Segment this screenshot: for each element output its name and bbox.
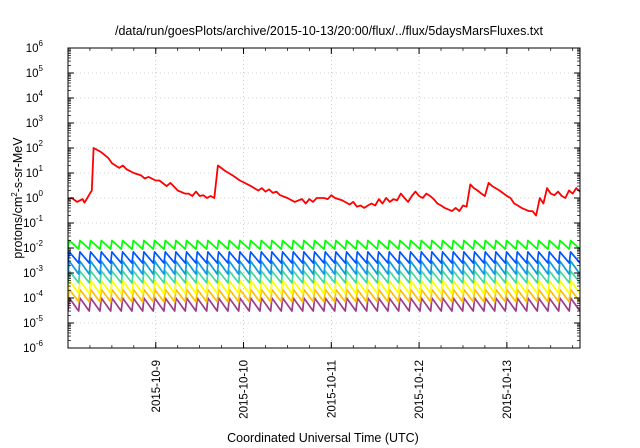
y-tick-label: 106 (26, 39, 44, 55)
y-tick-label: 10-5 (23, 314, 43, 330)
series-line-3 (68, 260, 580, 275)
y-tick-label: 101 (26, 164, 44, 180)
x-axis-label: Coordinated Universal Time (UTC) (227, 431, 419, 445)
x-tick-label: 2015-10-10 (239, 360, 251, 419)
y-tick-label: 102 (26, 139, 44, 155)
y-tick-label: 10-3 (23, 264, 43, 280)
chart-title: /data/run/goesPlots/archive/2015-10-13/2… (115, 24, 544, 38)
x-tick-label: 2015-10-11 (326, 360, 338, 418)
series-line-7 (68, 297, 580, 312)
y-tick-label: 10-2 (23, 239, 43, 255)
y-tick-label: 103 (26, 114, 44, 130)
series-line-4 (68, 270, 580, 284)
y-tick-label: 10-4 (23, 289, 43, 305)
axis-ticks: 10-6 10-5 10-4 10-3 10-2 10-1 100 101 102 103 104 1… (23, 39, 580, 419)
y-tick-label: 105 (26, 64, 44, 80)
series-line-5 (68, 279, 580, 295)
series-line-1 (68, 239, 580, 250)
y-tick-label: 100 (26, 189, 44, 205)
y-tick-label: 10-1 (23, 214, 43, 230)
data-series (68, 147, 580, 312)
y-tick-label: 10-6 (23, 339, 43, 355)
x-tick-label: 2015-10-12 (414, 360, 426, 419)
x-tick-label: 2015-10-13 (502, 360, 514, 419)
y-tick-label: 104 (26, 89, 44, 105)
series-line-2 (68, 251, 580, 264)
x-tick-label: 2015-10-9 (151, 360, 163, 412)
y-axis-label: protons/cm2-s-sr-MeV (10, 137, 25, 259)
series-line-0 (68, 147, 580, 217)
series-line-6 (68, 288, 580, 303)
